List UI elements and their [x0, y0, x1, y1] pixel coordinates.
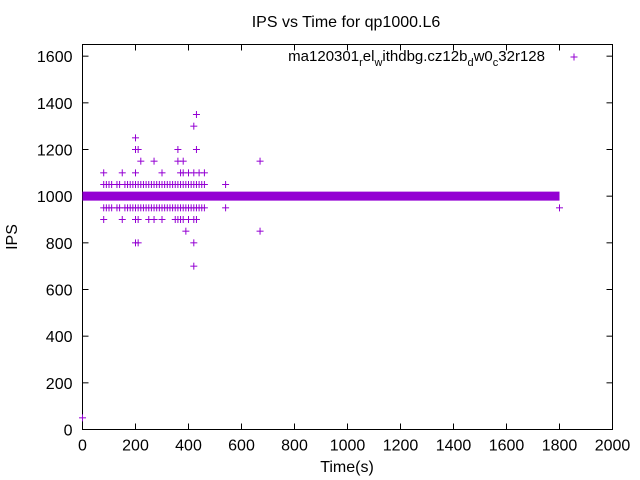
- data-point: [134, 146, 142, 153]
- x-tick-label: 400: [175, 438, 202, 455]
- chart-title: IPS vs Time for qp1000.L6: [252, 14, 441, 31]
- x-tick-label: 1400: [436, 438, 472, 455]
- x-tick-label: 2000: [595, 438, 631, 455]
- x-tick-label: 800: [281, 438, 308, 455]
- data-point: [200, 204, 208, 212]
- y-tick-label: 1200: [37, 143, 73, 160]
- legend: ma120301relwithdbg.cz12bdw0c32r128: [288, 48, 578, 69]
- x-axis-label: Time(s): [320, 459, 374, 476]
- data-point: [556, 204, 563, 212]
- x-tick-label: 600: [228, 438, 255, 455]
- x-tick-label: 1600: [489, 438, 525, 455]
- legend-marker: [570, 53, 578, 61]
- data-point: [118, 216, 126, 223]
- data-point: [192, 111, 200, 118]
- data-point: [132, 169, 139, 177]
- data-point: [190, 122, 198, 130]
- data-point: [100, 216, 108, 223]
- data-point: [132, 134, 139, 142]
- data-point: [200, 181, 208, 188]
- data-point: [100, 169, 108, 177]
- y-tick-label: 1400: [37, 96, 73, 113]
- data-point: [190, 262, 198, 270]
- data-point: [179, 157, 187, 165]
- data-point: [118, 169, 126, 177]
- data-point: [150, 216, 158, 223]
- y-tick-label: 200: [46, 376, 73, 393]
- legend-label: ma120301relwithdbg.cz12bdw0c32r128: [288, 48, 545, 69]
- y-tick-label: 800: [46, 236, 73, 253]
- y-axis-label: IPS: [4, 224, 21, 250]
- data-point: [158, 216, 166, 223]
- axis-ticks: [82, 44, 613, 430]
- legend-marker-symbol: [570, 53, 578, 61]
- x-tick-label: 200: [122, 438, 149, 455]
- series-plot: [79, 111, 563, 422]
- data-point: [174, 146, 182, 153]
- data-point: [182, 227, 190, 235]
- data-point: [79, 414, 86, 422]
- data-point: [200, 169, 208, 177]
- y-tick-label: 0: [64, 423, 73, 440]
- y-tick-label: 600: [46, 283, 73, 300]
- data-point: [134, 239, 142, 247]
- data-point: [256, 227, 264, 235]
- y-tick-label: 1000: [37, 189, 73, 206]
- y-tick-label: 1600: [37, 49, 73, 66]
- x-tick-label: 1000: [330, 438, 366, 455]
- data-point: [192, 216, 200, 223]
- data-point: [192, 146, 200, 153]
- data-point: [256, 157, 264, 165]
- x-tick-label: 0: [78, 438, 87, 455]
- x-tick-label: 1800: [542, 438, 578, 455]
- x-tick-label: 1200: [383, 438, 419, 455]
- data-point: [222, 204, 230, 212]
- data-point: [190, 239, 198, 247]
- plot-frame: [82, 44, 613, 430]
- axis-tick-labels: 0 200 400 600 800 1000 1200 1400 1600 1800 2000 0 20…: [37, 49, 630, 454]
- data-point: [150, 157, 158, 165]
- data-point: [137, 157, 145, 165]
- y-tick-label: 400: [46, 329, 73, 346]
- data-point: [222, 181, 230, 188]
- data-point: [158, 169, 166, 177]
- data-point: [134, 216, 142, 223]
